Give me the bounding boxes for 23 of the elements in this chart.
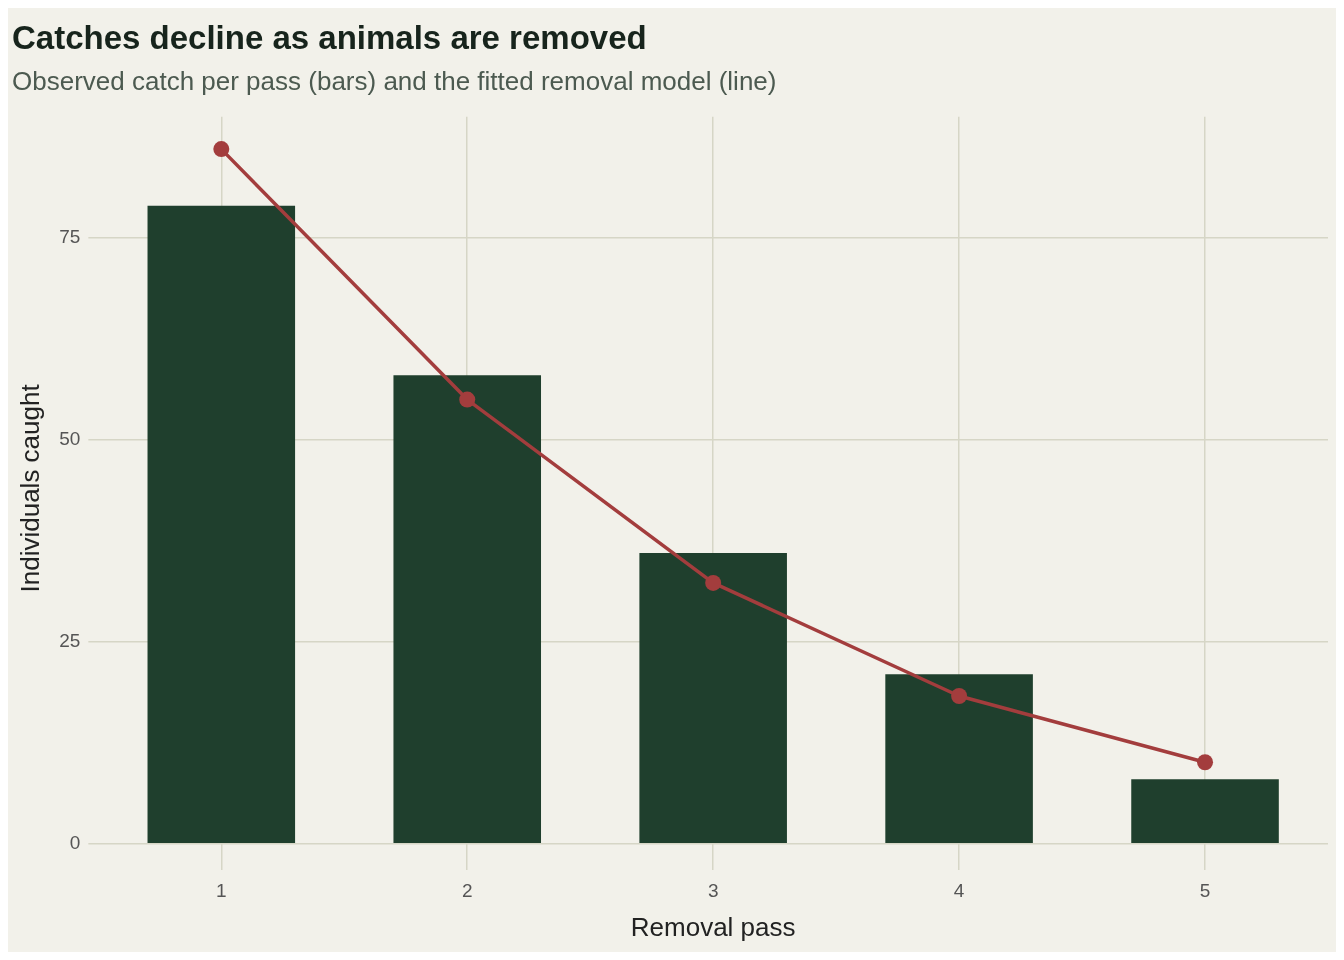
x-tick-label: 1 [216, 879, 227, 901]
y-tick-label: 25 [59, 630, 81, 652]
x-tick-label: 4 [953, 879, 965, 901]
point [1197, 754, 1214, 771]
x-axis-title: Removal pass [630, 911, 796, 942]
bar [639, 553, 787, 844]
point [705, 574, 722, 591]
y-tick-label: 75 [59, 226, 81, 248]
x-tick-label: 2 [461, 879, 473, 901]
x-tick-label: 5 [1199, 879, 1211, 901]
bar [393, 375, 542, 844]
y-tick-label: 50 [59, 428, 81, 450]
x-tick-label: 3 [707, 879, 719, 901]
bar [147, 205, 296, 844]
point [213, 141, 230, 158]
chart-subtitle: Observed catch per pass (bars) and the fitted removal model (line) [12, 66, 777, 97]
bar [1131, 779, 1279, 844]
bar [885, 674, 1033, 844]
y-axis-title: Individuals caught [14, 383, 45, 593]
point [951, 688, 968, 705]
point [459, 391, 476, 408]
y-tick-label: 0 [69, 832, 81, 854]
chart-title: Catches decline as animals are removed [12, 18, 647, 56]
